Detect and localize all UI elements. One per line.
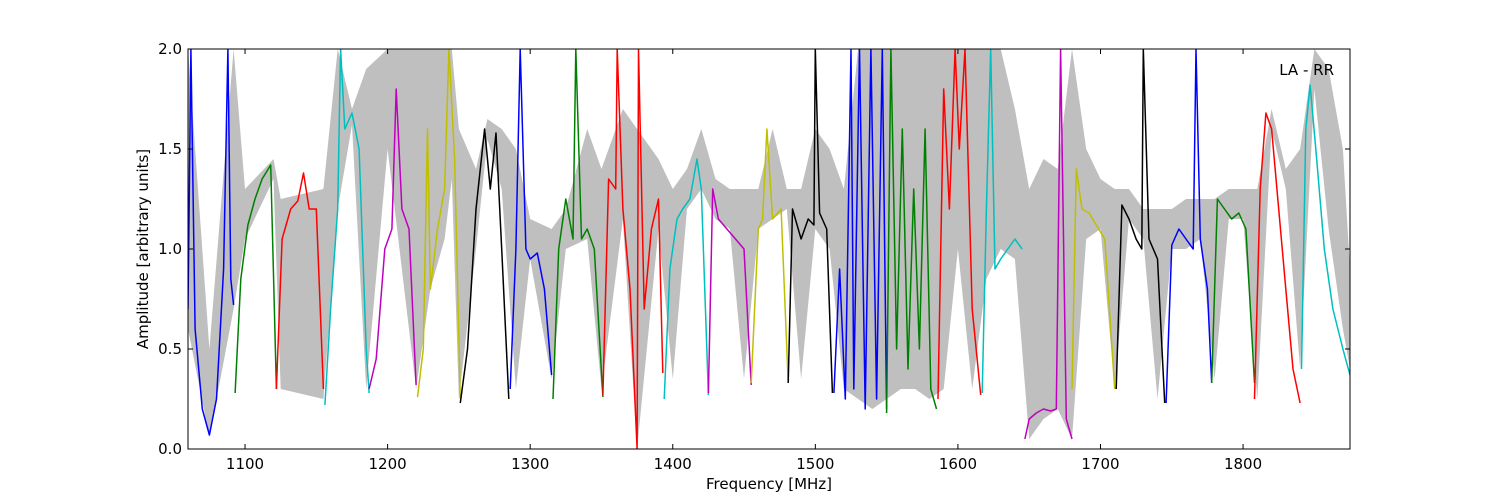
series-segment-1 — [188, 49, 235, 436]
tick-layer: 1100 1200 1300 1400 1500 1600 1700 1800 0.0 0.5 1.… — [158, 40, 1350, 473]
series-segment-14 — [787, 49, 834, 394]
series-segment-8 — [509, 49, 553, 390]
x-tick-label: 1600 — [939, 455, 977, 473]
y-tick-label: 1.5 — [158, 140, 182, 158]
series-segment-3 — [275, 172, 325, 390]
annotation-label: LA - RR — [1279, 61, 1334, 79]
series-segment-15 — [833, 49, 888, 410]
series-segment-20 — [1071, 168, 1116, 390]
background-band — [188, 49, 1350, 449]
x-axis-label: Frequency [MHz] — [706, 475, 832, 493]
series-segment-2 — [234, 164, 278, 394]
series-segment-16 — [885, 49, 938, 414]
series-segment-6 — [416, 49, 462, 400]
x-tick-label: 1500 — [796, 455, 834, 473]
series-segment-4 — [324, 49, 370, 406]
series-segment-24 — [1253, 112, 1301, 404]
x-tick-label: 1200 — [369, 455, 407, 473]
x-tick-label: 1800 — [1224, 455, 1262, 473]
series-segment-25 — [1300, 84, 1350, 376]
series-segment-12 — [707, 188, 752, 394]
series-segment-9 — [552, 49, 604, 400]
series-segment-19 — [1024, 49, 1073, 440]
y-tick-label: 2.0 — [158, 40, 182, 58]
series-segment-23 — [1210, 198, 1256, 384]
series-segment-21 — [1115, 49, 1166, 404]
series-segment-11 — [663, 158, 710, 400]
series-segment-5 — [368, 88, 417, 390]
background-band-layer — [188, 49, 1350, 449]
x-tick-label: 1400 — [654, 455, 692, 473]
x-tick-label: 1700 — [1081, 455, 1119, 473]
series-layer — [188, 49, 1350, 449]
series-segment-13 — [750, 128, 789, 384]
series-segment-18 — [981, 49, 1023, 394]
series-segment-17 — [937, 49, 982, 400]
y-tick-label: 0.5 — [158, 340, 182, 358]
y-axis-label: Amplitude [arbitrary units] — [134, 149, 152, 349]
series-segment-22 — [1165, 49, 1213, 404]
y-tick-label: 0.0 — [158, 440, 182, 458]
y-tick-label: 1.0 — [158, 240, 182, 258]
x-tick-label: 1300 — [511, 455, 549, 473]
series-segment-7 — [459, 128, 510, 404]
x-tick-label: 1100 — [226, 455, 264, 473]
series-segment-10 — [602, 49, 664, 449]
